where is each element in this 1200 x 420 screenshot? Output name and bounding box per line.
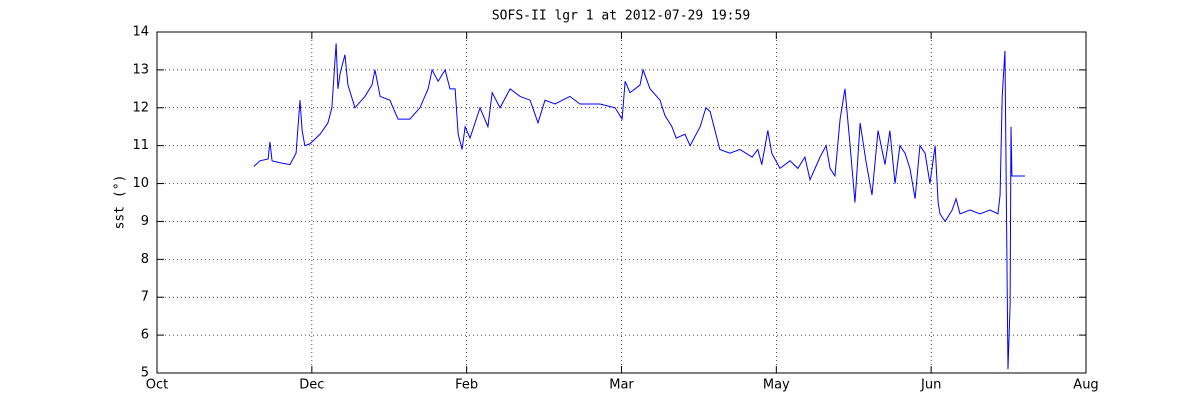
y-tick-label: 10 xyxy=(132,176,149,191)
y-tick-label: 6 xyxy=(141,328,149,343)
y-tick-label: 13 xyxy=(132,62,149,77)
y-axis-label: sst (°) xyxy=(113,175,128,230)
y-tick-label: 11 xyxy=(132,138,149,153)
x-tick-label: Aug xyxy=(1073,378,1098,393)
y-tick-label: 5 xyxy=(141,366,149,381)
x-tick-label: May xyxy=(763,378,790,393)
x-tick-label: Dec xyxy=(299,378,324,393)
data-line xyxy=(253,43,1025,370)
x-tick-label: Mar xyxy=(609,378,634,393)
y-tick-label: 8 xyxy=(141,252,149,267)
plot-frame xyxy=(156,31,1087,374)
x-tick-label: Jun xyxy=(920,378,941,393)
x-tick-label: Oct xyxy=(146,378,168,393)
y-tick-label: 14 xyxy=(132,25,149,40)
y-tick-label: 12 xyxy=(132,100,149,115)
x-tick-label: Feb xyxy=(455,378,478,393)
y-tick-label: 9 xyxy=(141,214,149,229)
y-tick-label: 7 xyxy=(141,290,149,305)
chart-title: SOFS-II lgr 1 at 2012-07-29 19:59 xyxy=(492,9,750,24)
